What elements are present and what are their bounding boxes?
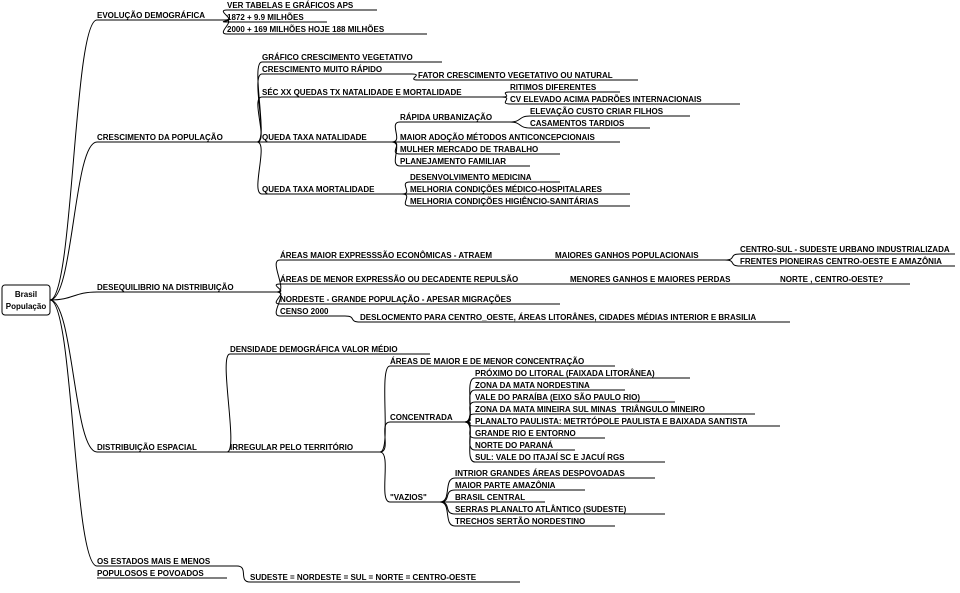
node-label: SUL: VALE DO ITAJAÍ SC E JACUÍ RGS <box>475 453 625 462</box>
edge <box>402 182 410 194</box>
node-label: DESLOCMENTO PARA CENTRO_OESTE, ÁREAS LIT… <box>360 313 756 322</box>
edge <box>510 116 530 122</box>
node-label: GRANDE RIO E ENTORNO <box>475 429 576 438</box>
node-label: ZONA DA MATA NORDESTINA <box>475 381 590 390</box>
node-label: MAIOR ADOÇÃO MÉTODOS ANTICONCEPCIONAIS <box>400 133 595 142</box>
node-label: MELHORIA CONDIÇÕES MÉDICO-HOSPITALARES <box>410 185 603 194</box>
node-label: 2000 + 169 MILHÕES HOJE 188 MILHÕES <box>227 25 385 34</box>
node-label: FRENTES PIONEIRAS CENTRO-OESTE E AMAZÔNI… <box>740 257 942 266</box>
node-label: CENTRO-SUL - SUDESTE URBANO INDUSTRIALIZ… <box>740 245 950 254</box>
node-label: CENSO 2000 <box>280 307 329 316</box>
node-label: CASAMENTOS TARDIOS <box>530 119 625 128</box>
node-label: EVOLUÇÃO DEMOGRÁFICA <box>97 11 205 20</box>
node-label: TRECHOS SERTÃO NORDESTINO <box>455 517 585 526</box>
node-label: MELHORIA CONDIÇÕES HIGIÊNCIO-SANITÁRIAS <box>410 197 599 206</box>
node-label: QUEDA TAXA MORTALIDADE <box>262 185 375 194</box>
node-label: DESEQUILIBRIO NA DISTRIBUIÇÃO <box>97 283 234 292</box>
edge <box>502 97 510 104</box>
node-label: ZONA DA MATA MINEIRA SUL MINAS TRIÂNGULO… <box>475 405 705 414</box>
edge <box>226 354 231 452</box>
node-label: VER TABELAS E GRÁFICOS APS <box>227 1 354 10</box>
node-label: MENORES GANHOS E MAIORES PERDAS <box>570 275 731 284</box>
node-label: VALE DO PARAÍBA (EIXO SÃO PAULO RIO) <box>475 393 640 402</box>
node-label: INTRIOR GRANDES ÁREAS DESPOVOADAS <box>455 469 625 478</box>
node-label: DENSIDADE DEMOGRÁFICA VALOR MÉDIO <box>230 345 398 354</box>
edge <box>725 260 740 266</box>
node-label: QUEDA TAXA NATALIDADE <box>262 133 367 142</box>
node-label: GRÁFICO CRESCIMENTO VEGETATIVO <box>262 53 413 62</box>
edge <box>465 414 475 422</box>
edge <box>50 300 97 566</box>
root-label: Brasil <box>15 290 37 299</box>
node-label: IRREGULAR PELO TERRITÓRIO <box>230 443 353 452</box>
node-label: FATOR CRESCIMENTO VEGETATIVO OU NATURAL <box>418 71 613 80</box>
node-label: ÁREAS MAIOR EXPRESSSÃO ECONÔMICAS - ATRA… <box>280 251 492 260</box>
edge <box>237 566 250 582</box>
node-label: OS ESTADOS MAIS E MENOS <box>97 557 211 566</box>
node-label: SÉC XX QUEDAS TX NATALIDADE E MORTALIDAD… <box>262 88 462 97</box>
edge <box>502 92 510 97</box>
node-label: ELEVAÇÃO CUSTO CRIAR FILHOS <box>530 107 664 116</box>
node-label: CRESCIMENTO MUITO RÁPIDO <box>262 65 382 74</box>
node-label: NORTE , CENTRO-OESTE? <box>780 275 883 284</box>
node-label: PRÓXIMO DO LITORAL (FAIXADA LITORÂNEA) <box>475 369 655 378</box>
node-label: PLANALTO PAULISTA: METRTÓPOLE PAULISTA E… <box>475 417 748 426</box>
edge <box>380 452 390 502</box>
node-label: MULHER MERCADO DE TRABALHO <box>400 145 538 154</box>
node-label: DISTRIBUIÇÃO ESPACIAL <box>97 443 197 452</box>
mindmap-diagram: Brasil População EVOLUÇÃO DEMOGRÁFICA VER T… <box>0 0 960 593</box>
edge <box>465 422 475 462</box>
node-label: MAIORES GANHOS POPULACIONAIS <box>555 251 699 260</box>
edge <box>392 122 400 142</box>
edge <box>50 20 97 300</box>
node-label: DESENVOLVIMENTO MEDICINA <box>410 173 532 182</box>
edge <box>725 254 740 260</box>
node-label: BRASIL CENTRAL <box>455 493 525 502</box>
node-label: SUDESTE = NORDESTE = SUL = NORTE = CENTR… <box>250 573 477 582</box>
node-label: CV ELEVADO ACIMA PADRÕES INTERNACIONAIS <box>510 95 702 104</box>
node-label: CONCENTRADA <box>390 413 453 422</box>
node-label: "VAZIOS" <box>390 493 427 502</box>
edge <box>345 316 360 322</box>
edge <box>402 194 410 206</box>
node-label: RÁPIDA URBANIZAÇÃO <box>400 113 492 122</box>
node-label: MAIOR PARTE AMAZÔNIA <box>455 481 556 490</box>
edge <box>50 292 97 300</box>
node-label: ÁREAS DE MAIOR E DE MENOR CONCENTRAÇÃO <box>390 357 584 366</box>
node-label: ÁREAS DE MENOR EXPRESSÃO OU DECADENTE RE… <box>280 275 518 284</box>
root-label: População <box>6 302 47 311</box>
edge <box>510 122 530 128</box>
node-label: NORDESTE - GRANDE POPULAÇÃO - APESAR MIG… <box>280 295 512 304</box>
node-label: SERRAS PLANALTO ATLÂNTICO (SUDESTE) <box>455 505 627 514</box>
node-label: RITIMOS DIFERENTES <box>510 83 597 92</box>
node-label: PLANEJAMENTO FAMILIAR <box>400 157 506 166</box>
node-label: CRESCIMENTO DA POPULAÇÃO <box>97 133 223 142</box>
node-label: NORTE DO PARANÁ <box>475 441 553 450</box>
node-label: POPULOSOS E POVOADOS <box>97 569 204 578</box>
node-label: 1872 + 9.9 MILHÕES <box>227 13 304 22</box>
edge <box>380 422 390 452</box>
